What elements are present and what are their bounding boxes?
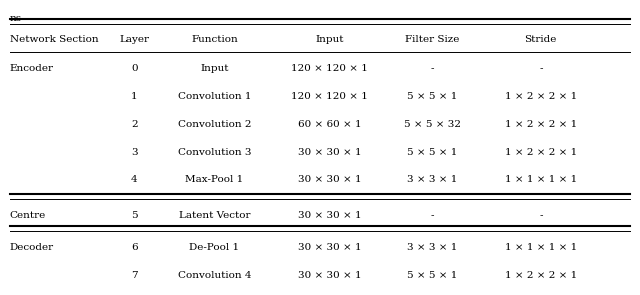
- Text: 30 × 30 × 1: 30 × 30 × 1: [298, 243, 362, 253]
- Text: Centre: Centre: [10, 211, 46, 220]
- Text: 3 × 3 × 1: 3 × 3 × 1: [407, 175, 457, 184]
- Text: 5 × 5 × 1: 5 × 5 × 1: [407, 148, 457, 157]
- Text: Layer: Layer: [120, 35, 149, 44]
- Text: Filter Size: Filter Size: [405, 35, 459, 44]
- Text: 3: 3: [131, 148, 138, 157]
- Text: Function: Function: [191, 35, 238, 44]
- Text: -: -: [539, 64, 543, 73]
- Text: 60 × 60 × 1: 60 × 60 × 1: [298, 120, 362, 129]
- Text: Encoder: Encoder: [10, 64, 54, 73]
- Text: Input: Input: [316, 35, 344, 44]
- Text: 30 × 30 × 1: 30 × 30 × 1: [298, 175, 362, 184]
- Text: 4: 4: [131, 175, 138, 184]
- Text: Decoder: Decoder: [10, 243, 54, 253]
- Text: ns: ns: [10, 14, 22, 23]
- Text: Stride: Stride: [525, 35, 557, 44]
- Text: 5 × 5 × 1: 5 × 5 × 1: [407, 92, 457, 101]
- Text: 3 × 3 × 1: 3 × 3 × 1: [407, 243, 457, 253]
- Text: 0: 0: [131, 64, 138, 73]
- Text: 5: 5: [131, 211, 138, 220]
- Text: 7: 7: [131, 271, 138, 280]
- Text: -: -: [539, 211, 543, 220]
- Text: 120 × 120 × 1: 120 × 120 × 1: [291, 92, 368, 101]
- Text: 5 × 5 × 1: 5 × 5 × 1: [407, 271, 457, 280]
- Text: Convolution 2: Convolution 2: [178, 120, 251, 129]
- Text: 1 × 2 × 2 × 1: 1 × 2 × 2 × 1: [505, 271, 577, 280]
- Text: 1 × 2 × 2 × 1: 1 × 2 × 2 × 1: [505, 120, 577, 129]
- Text: Convolution 4: Convolution 4: [178, 271, 251, 280]
- Text: Convolution 3: Convolution 3: [178, 148, 251, 157]
- Text: 1: 1: [131, 92, 138, 101]
- Text: 5 × 5 × 32: 5 × 5 × 32: [403, 120, 461, 129]
- Text: 1 × 2 × 2 × 1: 1 × 2 × 2 × 1: [505, 92, 577, 101]
- Text: 6: 6: [131, 243, 138, 253]
- Text: -: -: [430, 64, 434, 73]
- Text: De-Pool 1: De-Pool 1: [189, 243, 239, 253]
- Text: 30 × 30 × 1: 30 × 30 × 1: [298, 271, 362, 280]
- Text: 30 × 30 × 1: 30 × 30 × 1: [298, 211, 362, 220]
- Text: 1 × 1 × 1 × 1: 1 × 1 × 1 × 1: [505, 175, 577, 184]
- Text: 120 × 120 × 1: 120 × 120 × 1: [291, 64, 368, 73]
- Text: 1 × 1 × 1 × 1: 1 × 1 × 1 × 1: [505, 243, 577, 253]
- Text: Max-Pool 1: Max-Pool 1: [185, 175, 244, 184]
- Text: 1 × 2 × 2 × 1: 1 × 2 × 2 × 1: [505, 148, 577, 157]
- Text: Latent Vector: Latent Vector: [179, 211, 250, 220]
- Text: -: -: [430, 211, 434, 220]
- Text: 30 × 30 × 1: 30 × 30 × 1: [298, 148, 362, 157]
- Text: Input: Input: [200, 64, 228, 73]
- Text: 2: 2: [131, 120, 138, 129]
- Text: Convolution 1: Convolution 1: [178, 92, 251, 101]
- Text: Network Section: Network Section: [10, 35, 98, 44]
